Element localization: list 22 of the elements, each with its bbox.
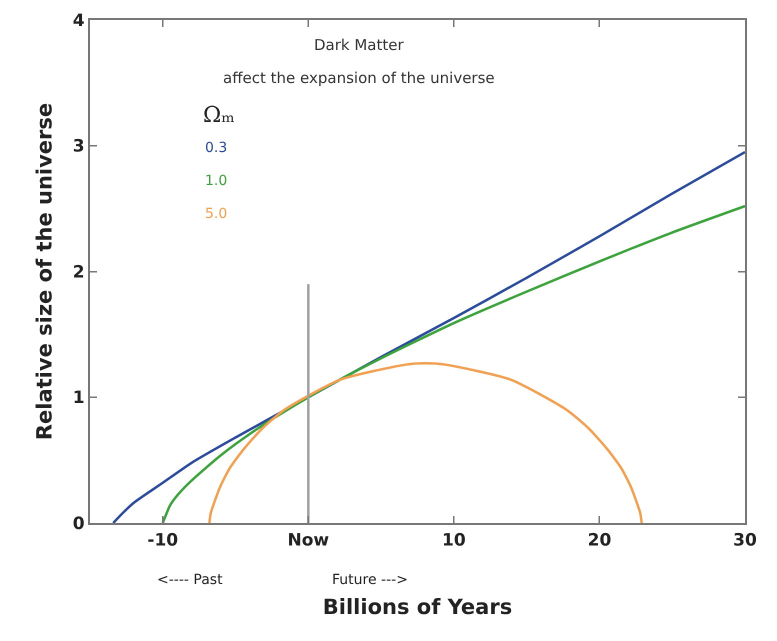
- text: Future --->: [332, 572, 408, 588]
- legend-title: Ωₘ: [203, 103, 235, 128]
- line-series: [162, 204, 745, 523]
- line-series: [208, 362, 643, 523]
- text: 5.0: [205, 206, 228, 222]
- annotation: Dark Matter: [314, 36, 404, 54]
- x-tick-label: Now: [288, 530, 330, 550]
- y-axis-title: Relative size of the universe: [32, 102, 56, 440]
- annotation: affect the expansion of the universe: [223, 69, 495, 87]
- x-tick-label: 30: [733, 530, 757, 550]
- y-tick-label: 2: [72, 262, 85, 282]
- y-tick-label: 4: [72, 10, 85, 31]
- x-tick-label: -10: [147, 530, 178, 550]
- y-tick-label: 3: [72, 136, 85, 157]
- x-axis-title: Billions of Years: [322, 595, 512, 620]
- text: 0.3: [205, 140, 228, 156]
- text: 1.0: [205, 173, 228, 189]
- x-tick-label: 10: [442, 530, 466, 550]
- y-tick-label: 0: [72, 514, 85, 534]
- text: <---- Past: [157, 572, 224, 588]
- x-tick-label: 20: [588, 530, 612, 550]
- y-tick-label: 1: [72, 388, 85, 408]
